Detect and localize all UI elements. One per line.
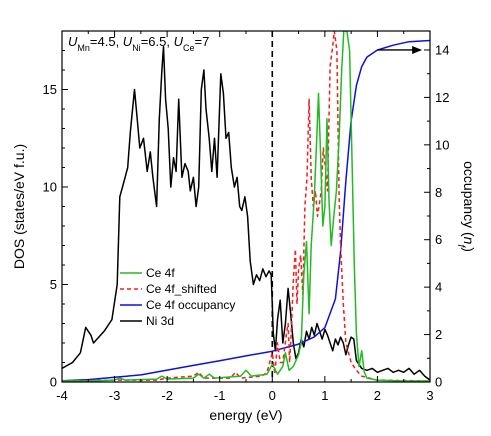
series-ce-4f [62,31,430,382]
x-tick-label: -4 [56,388,68,403]
y2-tick-label: 0 [435,375,442,390]
y-axis-label: DOS (states/eV f.u.) [11,144,27,269]
x-tick-label: -2 [161,388,173,403]
x-tick-label: 3 [426,388,433,403]
y-tick-label: 15 [43,82,57,97]
series-ce-4f-shifted [62,31,430,382]
y-tick-label: 10 [43,180,57,195]
y-tick-label: 0 [50,375,57,390]
x-tick-label: 2 [374,388,381,403]
y2-tick-label: 10 [435,137,449,152]
series-ce-4f-occupancy [62,39,430,382]
legend-label: Ce 4f [146,266,175,280]
x-axis-label: energy (eV) [209,407,282,423]
u-parameters-annotation: UMn=4.5, UNi=6.5, UCe=7 [68,34,209,53]
y2-tick-label: 8 [435,185,442,200]
x-tick-label: -1 [214,388,226,403]
y2-tick-label: 6 [435,232,442,247]
label-layer: energy (eV) DOS (states/eV f.u.) occupancy… [11,34,477,423]
legend-label: Ni 3d [146,314,174,328]
legend-label: Ce 4f occupancy [146,298,235,312]
y2-axis-label: occupancy (nf) [456,161,478,252]
legend-label: Ce 4f_shifted [146,282,217,296]
y2-tick-label: 2 [435,327,442,342]
legend: Ce 4f Ce 4f_shifted Ce 4f occupancy Ni 3d [120,266,235,328]
occupancy-axis-arrowhead [412,45,423,54]
y2-tick-label: 4 [435,280,442,295]
x-tick-label: -3 [109,388,121,403]
y-tick-label: 5 [50,277,57,292]
x-tick-label: 1 [321,388,328,403]
y2-tick-label: 12 [435,90,449,105]
series-layer [62,31,430,382]
y2-tick-label: 14 [435,42,449,57]
series-ni-3d [62,45,430,381]
x-tick-label: 0 [269,388,276,403]
